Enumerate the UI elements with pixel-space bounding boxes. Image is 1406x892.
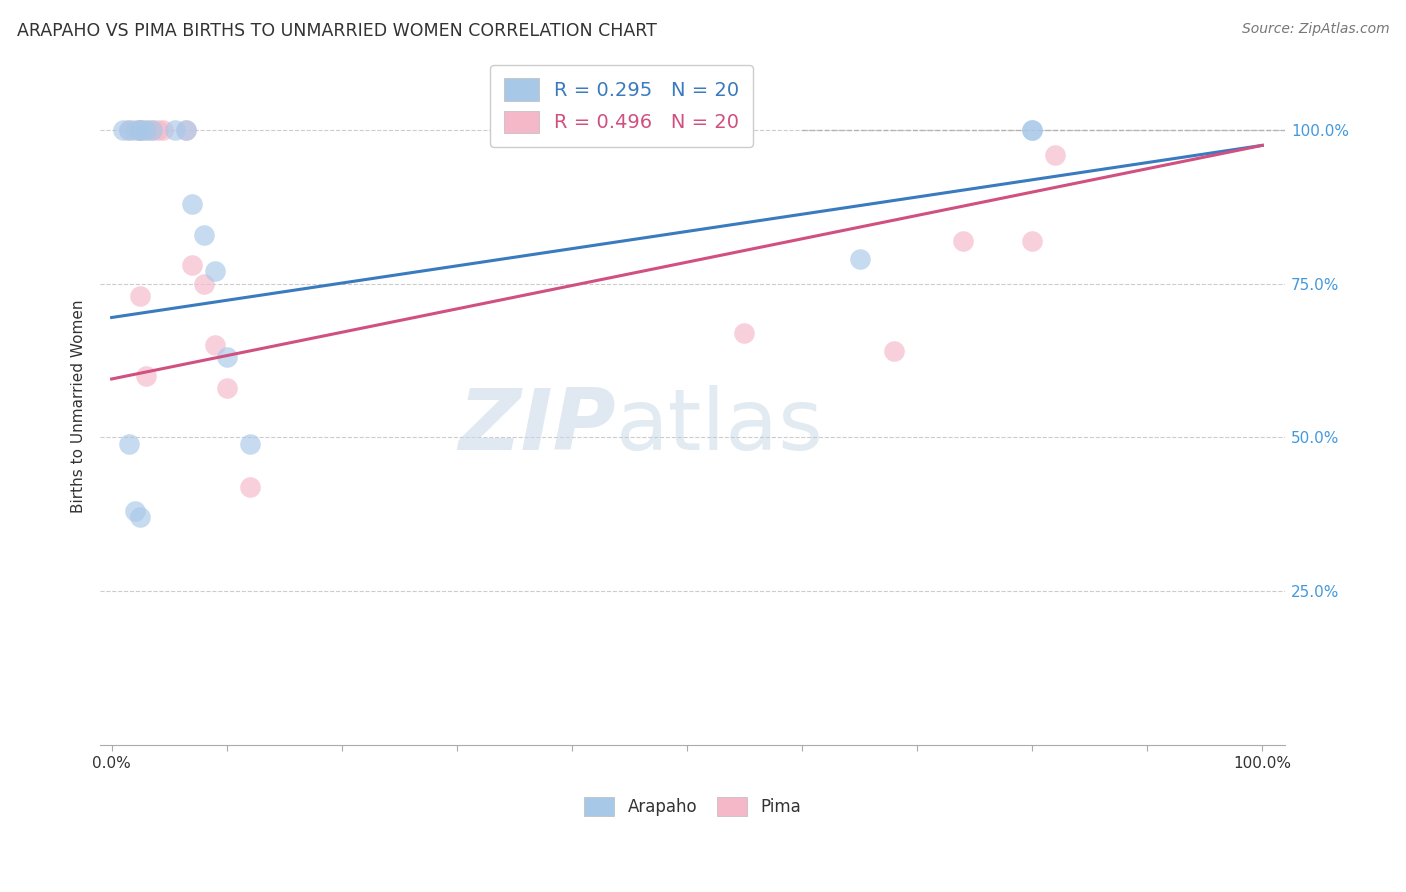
Point	[129, 123, 152, 137]
Point	[129, 123, 152, 137]
Point	[124, 123, 146, 137]
Point	[118, 436, 141, 450]
Point	[112, 123, 135, 137]
Y-axis label: Births to Unmarried Women: Births to Unmarried Women	[72, 300, 86, 514]
Point	[118, 123, 141, 137]
Point	[883, 344, 905, 359]
Point	[193, 227, 215, 242]
Point	[135, 123, 157, 137]
Point	[129, 123, 152, 137]
Point	[1021, 123, 1043, 137]
Point	[239, 479, 262, 493]
Text: Source: ZipAtlas.com: Source: ZipAtlas.com	[1241, 22, 1389, 37]
Point	[193, 277, 215, 291]
Point	[163, 123, 186, 137]
Point	[204, 264, 226, 278]
Point	[146, 123, 169, 137]
Point	[181, 258, 204, 272]
Point	[129, 510, 152, 524]
Text: atlas: atlas	[616, 385, 824, 468]
Point	[135, 368, 157, 383]
Point	[215, 381, 238, 395]
Point	[135, 123, 157, 137]
Text: ZIP: ZIP	[458, 385, 616, 468]
Point	[1021, 234, 1043, 248]
Point	[733, 326, 755, 340]
Point	[952, 234, 974, 248]
Point	[1021, 123, 1043, 137]
Point	[141, 123, 163, 137]
Point	[129, 123, 152, 137]
Text: ARAPAHO VS PIMA BIRTHS TO UNMARRIED WOMEN CORRELATION CHART: ARAPAHO VS PIMA BIRTHS TO UNMARRIED WOME…	[17, 22, 657, 40]
Point	[181, 196, 204, 211]
Point	[152, 123, 174, 137]
Legend: Arapaho, Pima: Arapaho, Pima	[578, 790, 808, 823]
Point	[118, 123, 141, 137]
Point	[1043, 147, 1066, 161]
Point	[176, 123, 198, 137]
Point	[204, 338, 226, 352]
Point	[215, 351, 238, 365]
Point	[176, 123, 198, 137]
Point	[129, 289, 152, 303]
Point	[239, 436, 262, 450]
Point	[124, 504, 146, 518]
Point	[141, 123, 163, 137]
Point	[848, 252, 870, 266]
